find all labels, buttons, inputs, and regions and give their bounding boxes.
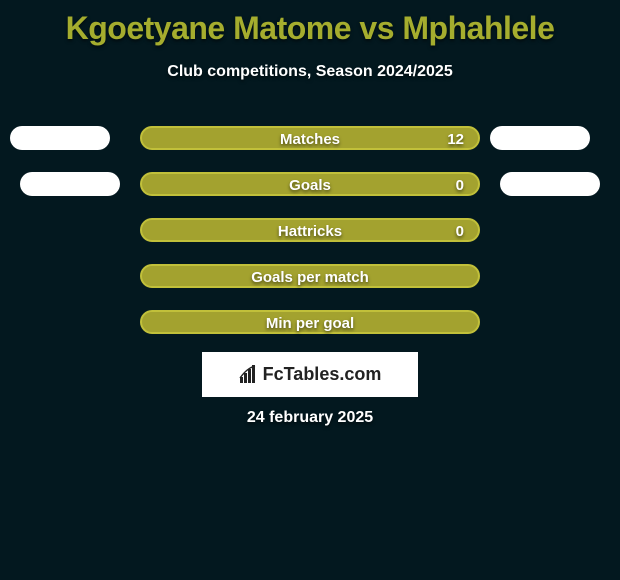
- page-subtitle: Club competitions, Season 2024/2025: [0, 63, 620, 81]
- stat-label-matches: Matches: [142, 128, 478, 152]
- infographic-container: Kgoetyane Matome vs Mphahlele Club compe…: [0, 0, 620, 580]
- footer-date: 24 february 2025: [0, 409, 620, 427]
- stat-bar-hattricks: Hattricks 0: [140, 218, 480, 242]
- right-pill-matches: [490, 126, 590, 150]
- stat-label-goals: Goals: [142, 174, 478, 198]
- stat-bar-goals-per-match: Goals per match: [140, 264, 480, 288]
- stat-label-goals-per-match: Goals per match: [142, 266, 478, 290]
- stat-bar-matches: Matches 12: [140, 126, 480, 150]
- branding-box: FcTables.com: [202, 352, 418, 397]
- page-title: Kgoetyane Matome vs Mphahlele: [0, 10, 620, 47]
- bars-icon: [239, 365, 259, 385]
- stat-bar-goals: Goals 0: [140, 172, 480, 196]
- right-pill-goals: [500, 172, 600, 196]
- stat-bar-min-per-goal: Min per goal: [140, 310, 480, 334]
- stat-value-goals: 0: [456, 174, 464, 198]
- stat-value-matches: 12: [447, 128, 464, 152]
- stat-label-min-per-goal: Min per goal: [142, 312, 478, 336]
- left-pill-matches: [10, 126, 110, 150]
- stat-label-hattricks: Hattricks: [142, 220, 478, 244]
- stat-value-hattricks: 0: [456, 220, 464, 244]
- left-pill-goals: [20, 172, 120, 196]
- branding-inner: FcTables.com: [239, 364, 382, 385]
- branding-text: FcTables.com: [263, 364, 382, 385]
